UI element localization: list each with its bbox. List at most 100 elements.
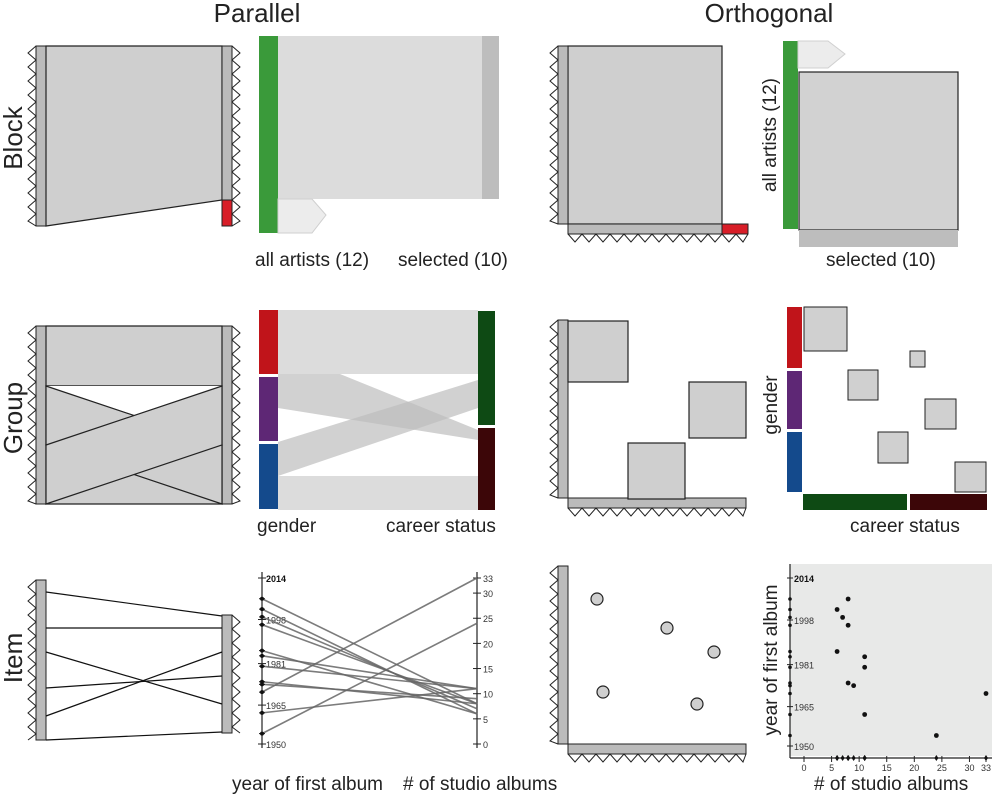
axis-zigzags bbox=[27, 45, 749, 763]
year-label-orth: year of first album bbox=[761, 585, 782, 736]
scatter-point bbox=[845, 622, 851, 628]
gender-bar-orth-1 bbox=[787, 307, 802, 368]
block-parallel-abstract bbox=[35, 45, 233, 227]
scatter-point bbox=[840, 614, 846, 620]
album-tick-label: 10 bbox=[483, 690, 493, 700]
year-tick-label: 2014 bbox=[266, 574, 286, 584]
scatter-album-tick-label: 25 bbox=[937, 763, 947, 773]
albums-label: # of studio albums bbox=[403, 774, 557, 795]
artist-line bbox=[261, 598, 478, 705]
scatter-point bbox=[834, 607, 840, 612]
selected-bar-orth bbox=[799, 230, 958, 247]
scatter-year-rug bbox=[788, 665, 792, 670]
item-orthogonal-abstract bbox=[557, 565, 747, 755]
all-artists-bar-orth bbox=[783, 41, 798, 229]
artist-line bbox=[261, 687, 478, 714]
scatter-point bbox=[845, 596, 851, 602]
scatter-year-ticks: 2014 1998 1981 1965 1950 bbox=[787, 574, 814, 752]
scatter-point bbox=[834, 649, 840, 654]
year-tick-label: 1981 bbox=[266, 660, 286, 670]
gender-label: gender bbox=[257, 516, 317, 537]
career-bar-2 bbox=[478, 428, 495, 510]
selected-label-orth: selected (10) bbox=[826, 250, 936, 271]
zigzag-edge bbox=[27, 325, 37, 505]
excluded-portion-orth bbox=[721, 223, 749, 235]
artist-lines bbox=[259, 577, 478, 736]
scatter-point bbox=[862, 664, 868, 670]
scatter-album-tick-label: 30 bbox=[964, 763, 974, 773]
group-parallel-abstract bbox=[35, 325, 233, 505]
scatter-album-rug bbox=[835, 755, 840, 761]
albums-axis-ticks: 33 30 25 20 15 10 5 0 bbox=[473, 574, 493, 750]
item-scatter: 2014 1998 1981 1965 1950 0 5 10 15 20 25 30 33 year… bbox=[761, 564, 992, 795]
zigzag-edge bbox=[27, 45, 37, 227]
block-orthogonal-concrete: all artists (12) selected (10) bbox=[760, 40, 959, 271]
group-parallel-concrete: gender career status bbox=[257, 310, 496, 537]
scatter-point bbox=[851, 683, 857, 689]
row-label-item: Item bbox=[0, 633, 28, 684]
zigzag-edge bbox=[567, 233, 749, 243]
artist-line bbox=[261, 616, 478, 710]
scatter-point bbox=[845, 680, 851, 686]
scatter-album-tick-label: 0 bbox=[801, 763, 806, 773]
scatter-album-tick-label: 15 bbox=[882, 763, 892, 773]
all-artists-bar bbox=[259, 36, 278, 233]
block-parallel-concrete: all artists (12) selected (10) bbox=[255, 36, 508, 271]
all-artists-label: all artists (12) bbox=[255, 250, 369, 271]
gender-bar-1 bbox=[259, 310, 278, 374]
scatter-album-rug bbox=[984, 755, 988, 761]
scatter-year-tick-label: 1965 bbox=[794, 703, 814, 713]
album-tick-label: 5 bbox=[483, 715, 488, 725]
gender-bar-orth-2 bbox=[787, 371, 802, 429]
scatter-year-rug bbox=[788, 683, 792, 688]
artist-line bbox=[261, 623, 478, 705]
scatter-year-rug bbox=[788, 649, 792, 654]
scatter-background bbox=[790, 564, 992, 756]
album-tick-label: 20 bbox=[483, 639, 493, 649]
scatter-point bbox=[983, 691, 989, 696]
selected-bar bbox=[482, 36, 499, 199]
album-tick-label: 30 bbox=[483, 589, 493, 599]
zigzag-edge bbox=[549, 565, 559, 745]
zigzag-edge bbox=[231, 614, 241, 734]
zigzag-edge bbox=[567, 507, 747, 517]
scatter-point bbox=[862, 712, 868, 717]
gender-bar-orth-3 bbox=[787, 432, 802, 492]
year-tick-label: 1965 bbox=[266, 701, 286, 711]
career-status-label-orth: career status bbox=[850, 516, 960, 537]
parallel-header: Parallel bbox=[214, 0, 301, 28]
zigzag-edge bbox=[549, 319, 559, 499]
gender-bar-2 bbox=[259, 377, 278, 441]
zigzag-edge bbox=[231, 45, 241, 227]
scatter-album-tick-label: 10 bbox=[854, 763, 864, 773]
scatter-year-rug bbox=[788, 691, 792, 696]
item-parallel-concrete: 2014 1998 1981 1965 1950 33 30 25 20 15 10 5 0 year… bbox=[232, 572, 557, 795]
career-status-label: career status bbox=[386, 516, 496, 537]
album-tick-label: 15 bbox=[483, 665, 493, 675]
year-axis-ticks: 2014 1998 1981 1965 1950 bbox=[258, 574, 286, 750]
all-artists-label-orth: all artists (12) bbox=[760, 78, 781, 192]
orthogonal-header: Orthogonal bbox=[705, 0, 834, 28]
album-tick-label: 33 bbox=[483, 574, 493, 584]
scatter-year-tick-label: 2014 bbox=[794, 574, 814, 584]
scatter-year-rug bbox=[788, 597, 792, 601]
selected-label: selected (10) bbox=[398, 250, 508, 271]
album-tick-label: 25 bbox=[483, 614, 493, 624]
scatter-album-tick-label: 20 bbox=[909, 763, 919, 773]
scatter-points bbox=[788, 596, 989, 761]
career-bar-1 bbox=[478, 311, 495, 425]
block-flow-shape bbox=[45, 45, 223, 227]
scatter-album-rug bbox=[840, 755, 845, 761]
scatter-year-rug bbox=[788, 712, 792, 717]
scatter-album-rug bbox=[934, 755, 939, 761]
block-orthogonal-abstract bbox=[557, 45, 749, 235]
scatter-album-rug bbox=[851, 755, 856, 761]
artist-line bbox=[261, 665, 478, 690]
row-label-block: Block bbox=[0, 105, 28, 170]
gender-label-orth: gender bbox=[761, 375, 782, 435]
scatter-album-ticks: 0 5 10 15 20 25 30 33 bbox=[801, 756, 991, 773]
scatter-year-rug bbox=[788, 615, 792, 620]
gender-bar-3 bbox=[259, 444, 278, 509]
albums-label-orth: # of studio albums bbox=[814, 774, 968, 795]
zigzag-edge bbox=[567, 753, 747, 763]
